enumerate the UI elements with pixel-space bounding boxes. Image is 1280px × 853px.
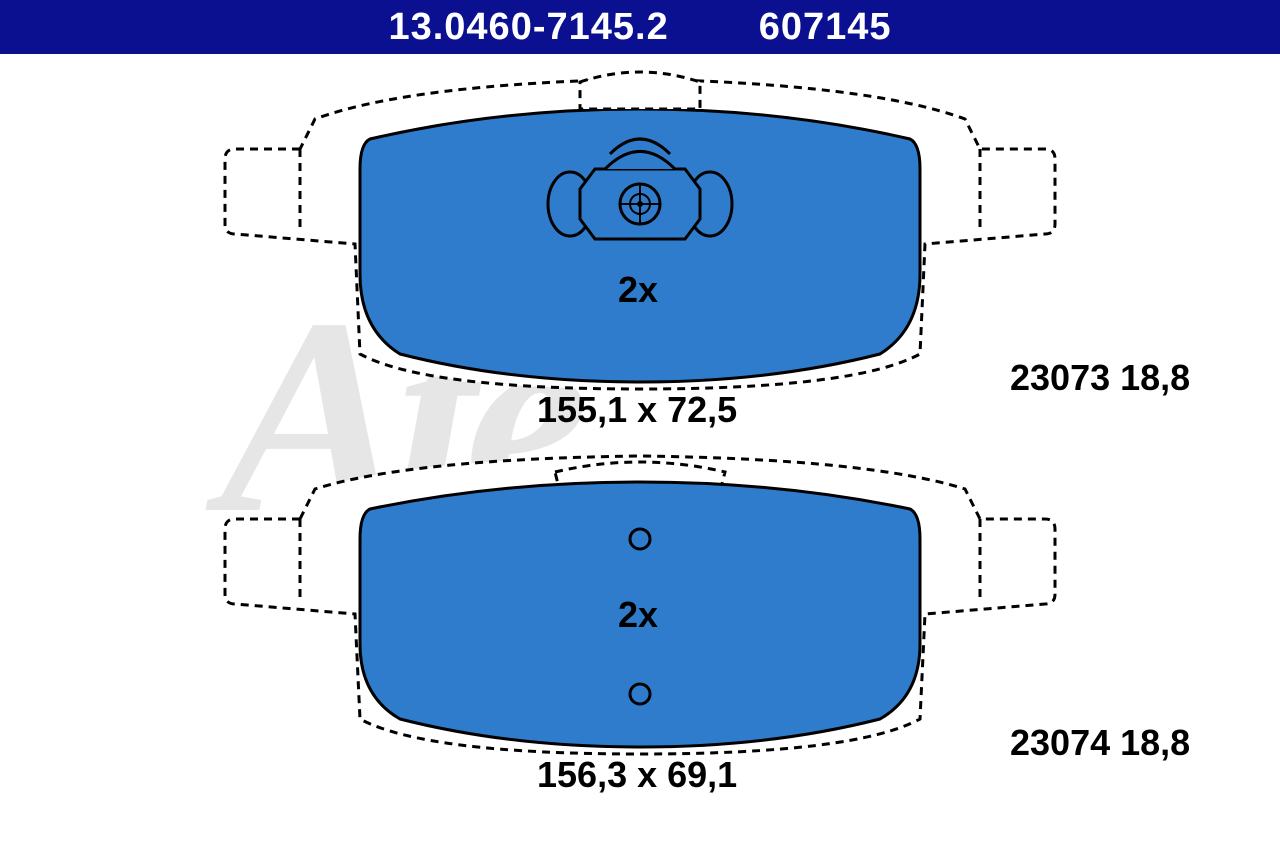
lower-hole-bottom [630, 684, 650, 704]
diagram-canvas: Ate [0, 54, 1280, 853]
upper-reference: 23073 [1010, 357, 1110, 398]
upper-dimensions-label: 155,1 x 72,5 [537, 389, 737, 431]
lower-dimensions-label: 156,3 x 69,1 [537, 754, 737, 796]
upper-pad-group [225, 72, 1055, 389]
lower-quantity-label: 2x [618, 594, 658, 636]
upper-thickness: 18,8 [1120, 357, 1190, 398]
lower-reference: 23074 [1010, 722, 1110, 763]
part-number-secondary: 607145 [759, 6, 892, 49]
lower-thickness: 18,8 [1120, 722, 1190, 763]
upper-quantity-label: 2x [618, 269, 658, 311]
lower-hole-top [630, 529, 650, 549]
part-number-primary: 13.0460-7145.2 [388, 6, 668, 49]
header-bar: 13.0460-7145.2 607145 [0, 0, 1280, 54]
